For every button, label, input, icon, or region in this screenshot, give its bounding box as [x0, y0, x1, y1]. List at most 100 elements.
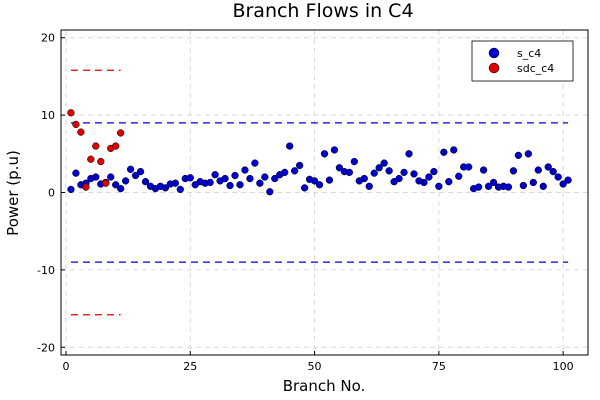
data-point-s-c4 — [564, 176, 572, 184]
data-point-s-c4 — [121, 177, 130, 185]
x-tick-label: 25 — [183, 360, 197, 373]
data-point-s-c4 — [435, 182, 443, 190]
grid — [61, 30, 588, 355]
data-point-s-c4 — [405, 150, 413, 158]
data-point-s-c4 — [395, 174, 403, 183]
data-point-s-c4 — [295, 161, 304, 170]
y-tick-label: 0 — [48, 187, 55, 200]
data-point-s-c4 — [365, 182, 373, 190]
data-point-s-c4 — [370, 169, 378, 177]
data-point-s-c4 — [430, 167, 438, 176]
data-point-s-c4 — [291, 167, 299, 175]
chart-title: Branch Flows in C4 — [232, 0, 413, 22]
data-point-s-c4 — [509, 167, 518, 175]
y-tick-label: 10 — [41, 109, 55, 122]
y-tick-label: -10 — [37, 264, 55, 277]
data-point-sdc-c4 — [97, 157, 105, 166]
data-point-s-c4 — [186, 174, 194, 182]
legend: s_c4 sdc_c4 — [471, 40, 574, 82]
data-point-s-c4 — [474, 183, 483, 191]
data-point-s-c4 — [161, 184, 170, 192]
data-point-sdc-c4 — [72, 120, 80, 129]
data-point-s-c4 — [440, 148, 448, 156]
legend-marker-s-c4 — [488, 47, 500, 59]
data-point-s-c4 — [375, 164, 383, 172]
data-point-s-c4 — [385, 167, 393, 175]
x-tick-label: 100 — [553, 360, 574, 373]
data-point-s-c4 — [330, 146, 339, 154]
data-point-s-c4 — [72, 169, 80, 177]
data-point-s-c4 — [176, 185, 184, 194]
data-point-s-c4 — [261, 173, 269, 181]
data-point-s-c4 — [465, 163, 473, 171]
data-point-s-c4 — [325, 176, 334, 184]
data-point-s-c4 — [554, 173, 562, 181]
data-point-s-c4 — [211, 171, 219, 179]
data-point-s-c4 — [117, 184, 125, 193]
legend-label-sdc-c4: sdc_c4 — [517, 62, 554, 75]
data-point-s-c4 — [484, 182, 493, 190]
data-point-s-c4 — [345, 168, 354, 177]
data-point-s-c4 — [445, 178, 453, 186]
data-point-s-c4 — [504, 183, 513, 191]
y-tick-label: 20 — [41, 32, 55, 45]
x-tick-label: 0 — [62, 360, 69, 373]
data-point-sdc-c4 — [67, 109, 75, 117]
data-point-s-c4 — [450, 146, 458, 154]
data-point-s-c4 — [256, 179, 264, 187]
data-point-s-c4 — [112, 181, 120, 189]
data-point-s-c4 — [107, 173, 115, 181]
data-point-sdc-c4 — [112, 142, 120, 150]
x-axis-label: Branch No. — [283, 377, 366, 395]
data-point-s-c4 — [281, 168, 289, 177]
data-point-s-c4 — [126, 165, 135, 173]
data-point-sdc-c4 — [92, 142, 100, 150]
legend-label-s-c4: s_c4 — [517, 47, 541, 60]
data-point-s-c4 — [539, 182, 547, 190]
data-point-s-c4 — [251, 159, 259, 167]
data-point-s-c4 — [350, 157, 358, 166]
data-point-sdc-c4 — [117, 129, 125, 137]
data-point-s-c4 — [335, 164, 344, 172]
data-point-s-c4 — [519, 181, 528, 190]
data-point-s-c4 — [171, 179, 179, 187]
data-point-s-c4 — [246, 174, 254, 183]
data-point-s-c4 — [67, 185, 75, 194]
y-tick-label: -20 — [37, 341, 55, 354]
data-point-s-c4 — [529, 178, 537, 187]
data-point-s-c4 — [420, 178, 428, 187]
data-point-s-c4 — [315, 181, 324, 189]
data-point-s-c4 — [489, 178, 498, 187]
data-point-s-c4 — [455, 172, 463, 180]
x-tick-label: 75 — [432, 360, 446, 373]
data-point-s-c4 — [410, 170, 418, 178]
data-point-s-c4 — [92, 173, 100, 181]
x-tick-labels: 0 25 50 75 100 — [62, 351, 574, 373]
data-point-s-c4 — [286, 142, 294, 150]
data-point-s-c4 — [559, 180, 567, 188]
data-point-s-c4 — [549, 167, 557, 176]
legend-marker-sdc-c4 — [488, 62, 500, 74]
data-point-s-c4 — [136, 167, 145, 176]
data-point-s-c4 — [320, 150, 329, 158]
data-point-s-c4 — [425, 173, 433, 181]
data-point-sdc-c4 — [87, 155, 95, 163]
data-point-sdc-c4 — [82, 183, 90, 191]
y-axis-label: Power (p.u) — [4, 150, 22, 236]
data-point-s-c4 — [310, 177, 319, 185]
data-point-s-c4 — [514, 151, 523, 160]
data-point-s-c4 — [380, 159, 388, 167]
data-points — [67, 109, 572, 196]
data-point-sdc-c4 — [77, 128, 85, 136]
data-point-s-c4 — [131, 171, 140, 180]
data-point-s-c4 — [300, 184, 309, 192]
data-point-s-c4 — [141, 178, 150, 186]
data-point-s-c4 — [544, 163, 552, 171]
data-point-s-c4 — [236, 181, 244, 189]
data-point-s-c4 — [241, 166, 249, 174]
data-point-s-c4 — [206, 178, 214, 187]
data-point-s-c4 — [524, 150, 532, 158]
x-tick-label: 50 — [308, 360, 322, 373]
data-point-s-c4 — [221, 174, 229, 183]
